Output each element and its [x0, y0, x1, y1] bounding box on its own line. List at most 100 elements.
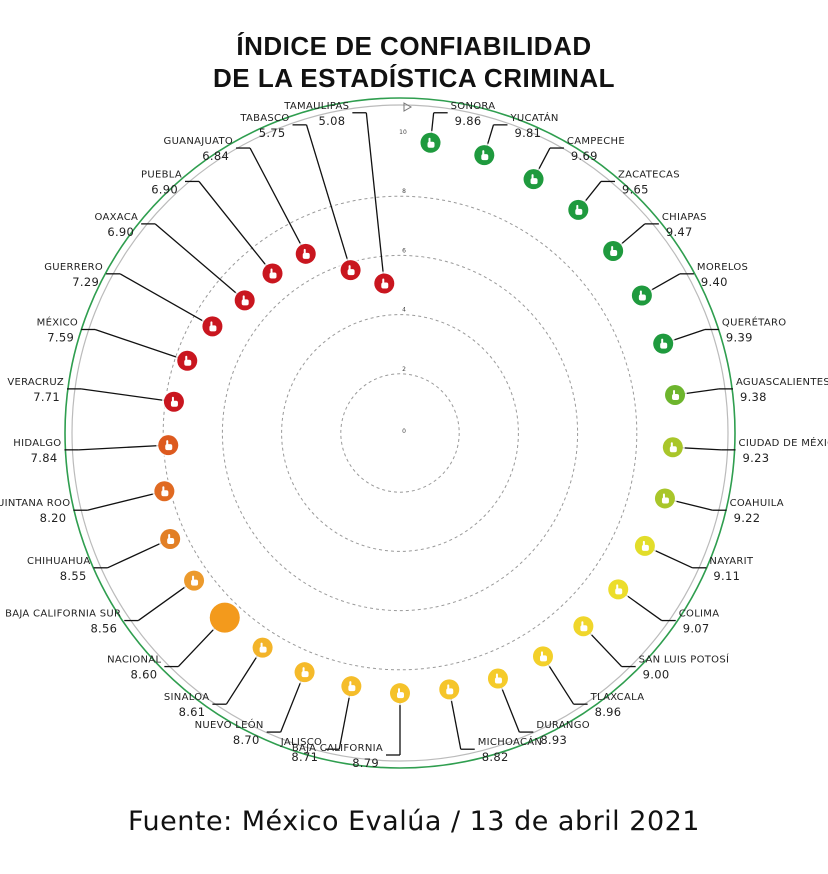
label-name-puebla: PUEBLA [141, 169, 182, 180]
leader-oaxaca [154, 223, 246, 301]
point-aguascalientes [663, 382, 688, 407]
hand-icon [209, 321, 217, 332]
grid-ring-6 [221, 254, 579, 612]
point-coahuila [652, 486, 677, 511]
label-value-chihuahua: 8.55 [60, 569, 87, 583]
label-name-coahuila: COAHUILA [730, 498, 784, 509]
label-name-baja-california-sur: BAJA CALIFORNIA SUR [5, 609, 121, 620]
hand-icon [638, 290, 646, 301]
hand-icon [381, 278, 389, 289]
leader-puebla [198, 181, 274, 274]
point-baja-california [388, 681, 412, 706]
point-colima [606, 577, 631, 602]
label-name-guerrero: GUERRERO [44, 262, 103, 273]
hand-icon [348, 681, 356, 692]
tick-label-6: 6 [402, 247, 406, 254]
point-yucatan [472, 143, 497, 168]
point-mexico [175, 348, 200, 373]
label-value-nayarit: 9.11 [713, 569, 740, 583]
point-chiapas [601, 238, 626, 263]
label-name-sonora: SONORA [451, 101, 496, 112]
label-value-queretaro: 9.39 [726, 330, 753, 344]
point-jalisco [339, 674, 364, 699]
point-morelos [629, 283, 654, 308]
point-puebla [260, 261, 285, 286]
label-name-campeche: CAMPECHE [567, 136, 625, 147]
label-name-guanajuato: GUANAJUATO [164, 136, 234, 147]
point-michoacan [437, 677, 462, 702]
label-value-campeche: 9.69 [571, 149, 598, 163]
leader-quintana-roo [87, 490, 165, 511]
hand-icon [580, 621, 588, 632]
label-name-oaxaca: OAXACA [94, 212, 138, 223]
leader-guanajuato [249, 147, 307, 255]
label-name-mexico: MÉXICO [37, 315, 78, 328]
hand-icon [446, 684, 454, 695]
tick-label-0: 0 [402, 428, 406, 435]
point-nayarit [632, 533, 657, 558]
hand-icon [494, 673, 502, 684]
hand-icon [481, 150, 489, 161]
tick-label-10: 10 [399, 129, 407, 136]
hand-icon [165, 440, 173, 451]
label-name-tabasco: TABASCO [239, 113, 289, 124]
hand-icon [669, 442, 677, 453]
hand-icon [184, 355, 192, 366]
hand-icon [167, 533, 175, 544]
tick-label-8: 8 [402, 188, 406, 195]
leader-guerrero [119, 273, 213, 327]
point-campeche [521, 167, 546, 192]
label-value-san-luis-potosi: 9.00 [643, 668, 670, 682]
tick-label-4: 4 [402, 307, 406, 314]
point-chihuahua [158, 526, 183, 551]
label-value-durango: 8.93 [540, 733, 567, 747]
leader-veracruz [80, 388, 175, 403]
hand-icon [301, 667, 309, 678]
point-durango [485, 666, 510, 691]
point-san-luis-potosi [571, 614, 596, 639]
label-name-durango: DURANGO [536, 720, 590, 731]
label-name-jalisco: JALISCO [280, 737, 322, 748]
label-name-zacatecas: ZACATECAS [618, 169, 680, 180]
hand-icon [302, 248, 310, 259]
label-value-oaxaca: 6.90 [107, 225, 134, 239]
grid-ring-8 [162, 195, 638, 671]
label-name-aguascalientes: AGUASCALIENTES [736, 377, 828, 388]
hand-icon [397, 688, 404, 699]
label-value-sinaloa: 8.61 [179, 705, 206, 719]
point-sonora [418, 130, 443, 155]
label-name-sinaloa: SINALOA [164, 692, 209, 703]
point-zacatecas [566, 197, 591, 222]
hand-icon [661, 493, 669, 504]
label-value-tlaxcala: 8.96 [595, 705, 622, 719]
hand-icon [615, 584, 623, 595]
label-value-hidalgo: 7.84 [31, 451, 58, 465]
point-hidalgo [156, 433, 181, 458]
label-name-tamaulipas: TAMAULIPAS [283, 101, 349, 112]
label-value-aguascalientes: 9.38 [740, 390, 767, 404]
label-value-mexico: 7.59 [47, 330, 74, 344]
label-value-coahuila: 9.22 [734, 511, 761, 525]
hand-icon [191, 575, 199, 586]
label-value-nacional: 8.60 [131, 668, 158, 682]
point-tamaulipas [372, 271, 397, 296]
label-value-baja-california: 8.79 [352, 756, 379, 770]
point-veracruz [161, 389, 186, 414]
point-baja-california-sur [182, 568, 207, 593]
label-name-nacional: NACIONAL [107, 655, 161, 666]
label-name-michoacan: MICHOACÁN [478, 735, 542, 748]
hand-icon [530, 174, 538, 185]
chart-title-line-2: DE LA ESTADÍSTICA CRIMINAL [212, 63, 616, 93]
label-value-guerrero: 7.29 [72, 275, 99, 289]
hand-icon [241, 295, 249, 306]
data-points [152, 130, 688, 706]
label-value-jalisco: 8.71 [291, 750, 318, 764]
hand-icon [259, 642, 267, 653]
label-value-guanajuato: 6.84 [202, 149, 229, 163]
source-note: Fuente: México Evalúa / 13 de abril 2021 [128, 806, 700, 837]
point-tlaxcala [530, 644, 555, 669]
hand-icon [347, 265, 355, 276]
point-nuevo-leon [292, 660, 317, 685]
inner-outer-ring [71, 104, 729, 762]
label-value-colima: 9.07 [683, 622, 710, 636]
